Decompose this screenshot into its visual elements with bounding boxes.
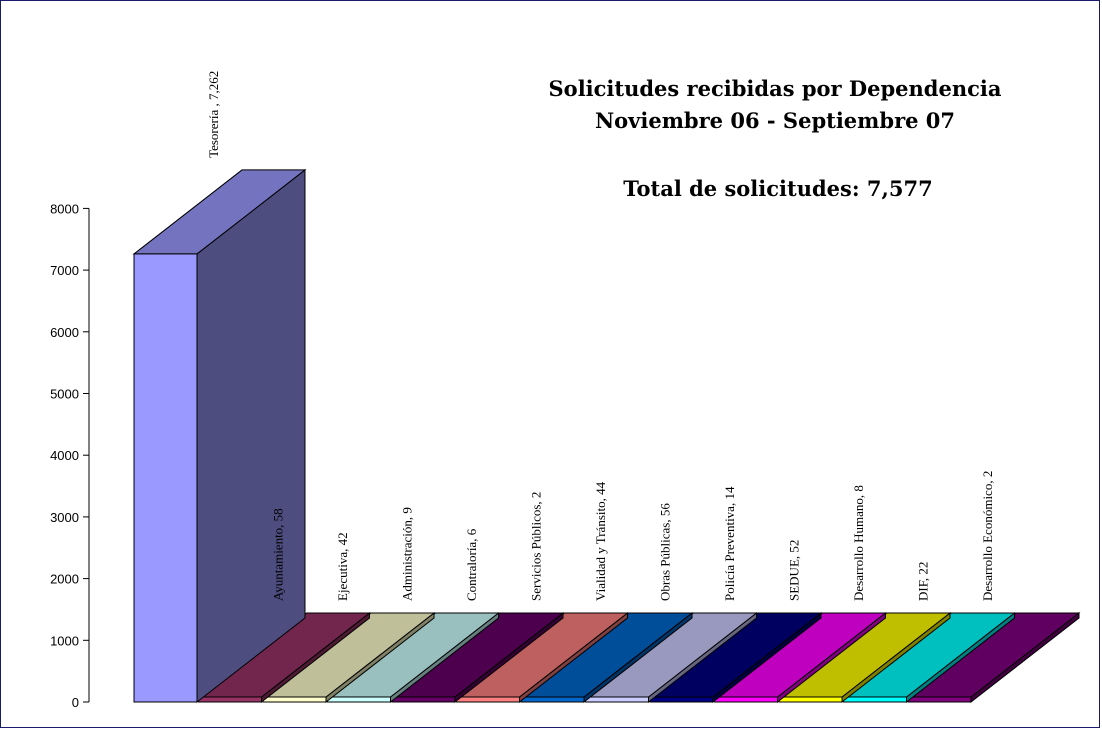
bar-front-face <box>262 696 327 703</box>
bar-front-face <box>778 696 843 703</box>
bar-front-face <box>907 696 972 703</box>
bar-front-face <box>843 696 907 703</box>
y-tick-label: 1000 <box>50 633 79 648</box>
data-label: Desarrollo Humano, 8 <box>851 485 866 601</box>
y-tick-label: 7000 <box>50 263 79 278</box>
bar-front-face <box>520 696 585 703</box>
bar <box>777 611 952 704</box>
y-tick-label: 2000 <box>50 572 79 587</box>
data-label: DIF, 22 <box>916 562 931 601</box>
data-label: Policía Preventiva, 14 <box>722 486 737 601</box>
y-tick-label: 3000 <box>50 510 79 525</box>
bar-front-face <box>133 253 198 703</box>
bar-front-face <box>649 696 714 703</box>
bar-front-face <box>327 696 391 703</box>
bar <box>519 611 694 704</box>
data-label: Desarrollo Económico, 2 <box>980 471 995 601</box>
bar-front-face <box>585 696 649 703</box>
y-tick-label: 8000 <box>50 201 79 216</box>
bar-front-face <box>391 696 456 703</box>
data-label: Tesorería , 7,262 <box>206 71 221 158</box>
data-label: Vialidad y Tránsito, 44 <box>593 481 608 601</box>
y-tick-label: 6000 <box>50 325 79 340</box>
y-tick-label: 5000 <box>50 387 79 402</box>
bar <box>842 611 1016 704</box>
bar-front-face <box>714 696 778 703</box>
chart-subtitle: Noviembre 06 - Septiembre 07 <box>595 108 955 133</box>
y-tick-label: 0 <box>72 695 79 710</box>
bar-side-face <box>196 168 306 704</box>
chart-title: Solicitudes recibidas por Dependencia <box>549 76 1002 101</box>
data-label: Ejecutiva, 42 <box>335 532 350 601</box>
data-label: Servicios Públicos, 2 <box>529 492 544 601</box>
y-tick-label: 4000 <box>50 448 79 463</box>
data-label: Obras Públicas, 56 <box>658 503 673 601</box>
data-label: SEDUE, 52 <box>787 540 802 601</box>
bar-front-face <box>456 696 520 703</box>
chart-total: Total de solicitudes: 7,577 <box>623 176 932 201</box>
bar <box>132 168 307 704</box>
bar <box>713 611 887 704</box>
data-label: Contraloría, 6 <box>464 528 479 601</box>
bar-front-face <box>198 696 262 703</box>
data-label: Administración, 9 <box>400 507 415 601</box>
bar <box>261 611 436 704</box>
data-label: Ayuntamiento, 58 <box>271 508 286 601</box>
